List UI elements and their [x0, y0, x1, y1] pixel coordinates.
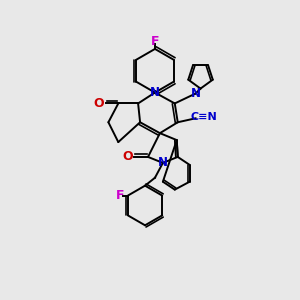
- Text: N: N: [158, 156, 168, 170]
- Text: F: F: [151, 34, 159, 47]
- Text: N: N: [190, 87, 201, 100]
- Text: F: F: [116, 189, 124, 202]
- Text: C≡N: C≡N: [190, 112, 217, 122]
- Text: O: O: [122, 150, 133, 164]
- Text: O: O: [93, 97, 104, 110]
- Text: N: N: [150, 86, 160, 99]
